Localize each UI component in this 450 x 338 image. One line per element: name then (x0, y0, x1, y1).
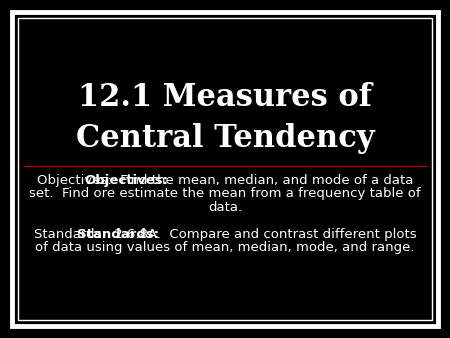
Text: Objectives:  Find the mean, median, and mode of a data: Objectives: Find the mean, median, and m… (14, 174, 436, 187)
Text: Standards:  2.6.8A.  Compare and contrast different plots: Standards: 2.6.8A. Compare and contrast … (34, 228, 416, 241)
Text: set.  Find ore estimate the mean from a frequency table of: set. Find ore estimate the mean from a f… (29, 188, 421, 200)
Text: Objectives:  Find the mean, median, and mode of a data: Objectives: Find the mean, median, and m… (37, 174, 413, 187)
Bar (18, 18, 432, 320)
Text: Standards:: Standards: (77, 228, 159, 241)
Text: Objectives:: Objectives: (85, 174, 169, 187)
Text: of data using values of mean, median, mode, and range.: of data using values of mean, median, mo… (35, 241, 415, 255)
Text: data.: data. (208, 201, 242, 214)
Text: 12.1 Measures of: 12.1 Measures of (78, 82, 372, 114)
Text: Central Tendency: Central Tendency (76, 122, 374, 153)
